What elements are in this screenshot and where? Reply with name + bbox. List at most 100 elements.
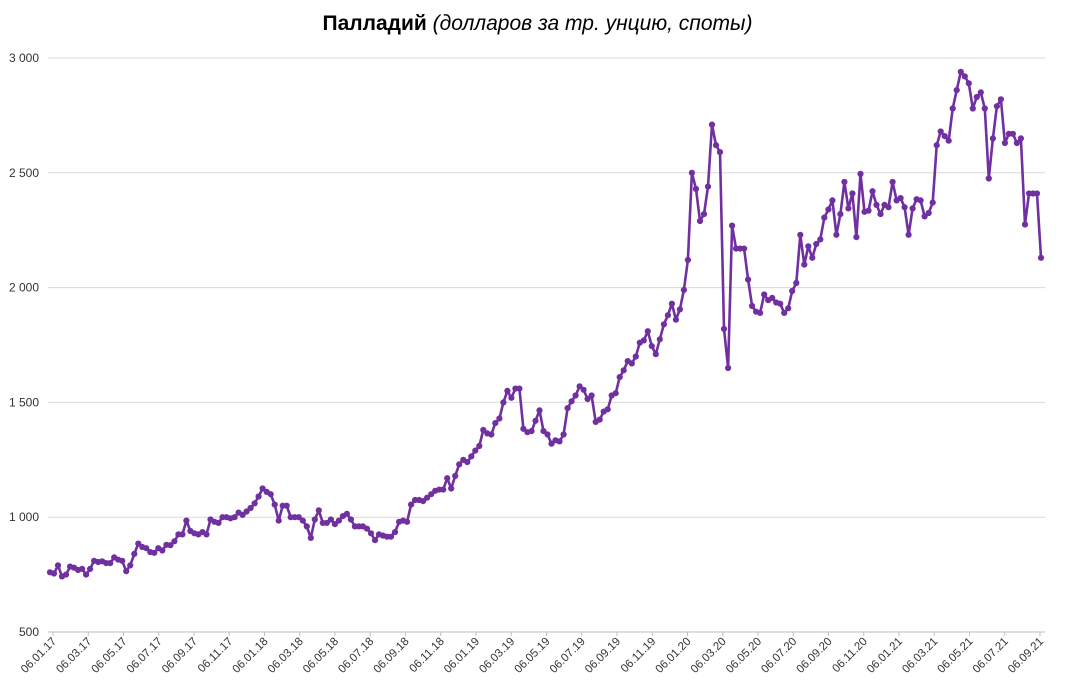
x-tick-label: 06.05.20 [724, 636, 764, 676]
data-point [604, 406, 611, 413]
data-point [981, 105, 988, 112]
data-point [869, 188, 876, 195]
data-point [347, 516, 354, 523]
data-point [901, 204, 908, 211]
data-point [1021, 221, 1029, 228]
x-tick-label: 06.07.21 [971, 636, 1011, 676]
data-point [183, 517, 190, 524]
data-point [303, 523, 310, 530]
x-tick-label: 06.01.18 [230, 636, 270, 676]
data-point [969, 105, 976, 112]
data-point [725, 364, 732, 372]
data-point [676, 306, 684, 313]
x-tick-label: 06.03.19 [477, 636, 517, 676]
data-point [584, 395, 591, 403]
data-point [757, 309, 764, 316]
data-point [612, 390, 619, 397]
data-point [640, 337, 647, 344]
x-tick-label: 06.03.20 [689, 636, 729, 676]
x-tick-label: 06.09.19 [583, 636, 623, 676]
data-point [953, 87, 960, 94]
data-point [704, 183, 712, 190]
data-point [171, 538, 178, 545]
data-point [945, 137, 952, 144]
data-point [781, 309, 788, 316]
data-point [821, 214, 828, 221]
x-tick-label: 06.05.19 [512, 636, 552, 676]
data-point [644, 328, 651, 335]
data-point [83, 571, 90, 578]
data-point [761, 291, 768, 298]
data-point [259, 485, 266, 492]
data-point [576, 383, 583, 390]
data-point [841, 178, 848, 186]
data-point [528, 428, 535, 435]
data-point [424, 494, 431, 501]
data-point [909, 205, 916, 212]
data-point [327, 516, 334, 523]
data-point [684, 256, 692, 264]
data-point [488, 431, 495, 438]
data-point [789, 287, 796, 295]
data-point [985, 175, 992, 182]
data-point [444, 475, 451, 482]
data-point [363, 525, 371, 532]
data-point [323, 519, 330, 527]
data-point [476, 442, 483, 450]
data-point [941, 133, 948, 140]
x-tick-label: 06.11.18 [407, 636, 447, 676]
data-point [741, 245, 748, 252]
x-tick-label: 06.03.18 [266, 636, 306, 676]
data-point [801, 261, 808, 268]
data-point [817, 236, 824, 243]
data-point [977, 89, 984, 96]
data-point [335, 517, 342, 524]
data-point [468, 453, 475, 460]
x-tick-label: 06.11.20 [830, 636, 870, 676]
data-point [877, 211, 884, 218]
x-tick-label: 06.03.21 [900, 636, 940, 676]
data-point [837, 211, 844, 218]
data-point [271, 501, 278, 508]
data-point [107, 560, 114, 567]
data-point [729, 222, 736, 229]
data-point [712, 142, 720, 149]
data-point [315, 507, 322, 514]
data-point [805, 243, 812, 250]
data-point [949, 105, 956, 112]
data-point [391, 529, 399, 536]
data-point [925, 209, 932, 217]
data-point [997, 96, 1005, 103]
data-point [797, 231, 804, 238]
data-point [331, 521, 338, 528]
x-tick-label: 06.11.17 [196, 636, 236, 676]
data-point [255, 493, 262, 500]
data-point [251, 500, 258, 507]
x-tick-label: 06.01.21 [865, 636, 905, 676]
data-point [937, 128, 944, 135]
data-point [151, 549, 158, 556]
data-point [829, 197, 836, 204]
data-point [404, 518, 411, 525]
data-point [544, 431, 551, 438]
data-point [813, 240, 820, 248]
data-point [716, 149, 724, 156]
data-point [873, 201, 880, 208]
data-point [793, 279, 800, 287]
data-point [648, 343, 655, 350]
data-point [472, 447, 479, 454]
x-tick-label: 06.05.18 [301, 636, 341, 676]
data-point [652, 351, 659, 358]
data-point [496, 415, 503, 422]
data-point [1033, 190, 1041, 197]
data-point [749, 302, 756, 310]
data-point [536, 407, 543, 414]
y-tick-label: 3 000 [9, 51, 39, 65]
data-point [1009, 130, 1017, 137]
data-point [660, 321, 668, 328]
data-point [672, 316, 680, 323]
data-point [865, 207, 872, 214]
data-point [568, 398, 575, 405]
data-point [664, 312, 672, 319]
